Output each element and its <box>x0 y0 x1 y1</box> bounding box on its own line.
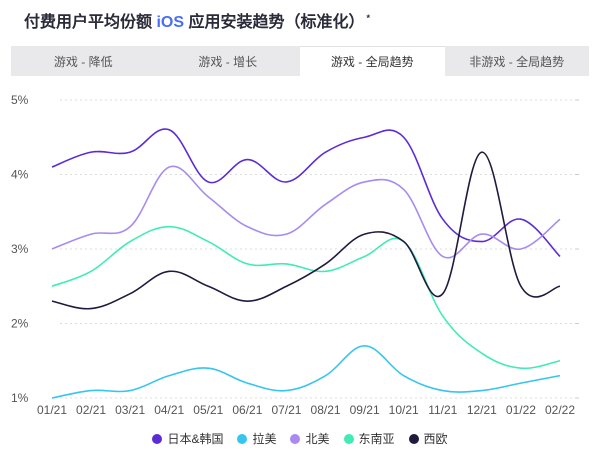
x-tick-label: 04/21 <box>154 403 184 417</box>
legend-label-japan-korea: 日本&韩国 <box>167 432 224 446</box>
series-line-western-europe <box>51 151 561 310</box>
y-tick-label: 4% <box>11 168 29 182</box>
x-tick-label: 11/21 <box>428 403 457 417</box>
legend-label-western-europe: 西欧 <box>423 432 448 446</box>
legend-dot-north-america <box>290 433 301 444</box>
legend-item-latam[interactable]: 拉美 <box>237 430 276 447</box>
title-highlight: iOS <box>156 14 185 31</box>
legend-dot-latam <box>237 433 248 444</box>
title-prefix: 付费用户平均份额 <box>24 14 153 31</box>
legend-dot-japan-korea <box>152 433 163 444</box>
y-tick-label: 3% <box>11 242 29 256</box>
x-tick-label: 01/22 <box>506 403 536 417</box>
x-tick-label: 01/21 <box>37 403 67 417</box>
legend-dot-southeast-asia <box>343 433 354 444</box>
tab-bar: 游戏 - 降低 游戏 - 增长 游戏 - 全局趋势 非游戏 - 全局趋势 <box>11 46 589 76</box>
series-line-north-america <box>51 165 561 259</box>
x-tick-label: 06/21 <box>232 403 262 417</box>
x-tick-label: 07/21 <box>271 403 301 417</box>
x-tick-label: 02/22 <box>545 403 575 417</box>
tab-nongames-global-trend[interactable]: 非游戏 - 全局趋势 <box>469 54 565 69</box>
legend-item-southeast-asia[interactable]: 东南亚 <box>343 430 395 447</box>
title-footnote-mark: * <box>366 12 371 23</box>
y-tick-label: 1% <box>11 391 29 405</box>
tab-games-decline[interactable]: 游戏 - 降低 <box>53 54 113 69</box>
legend-label-north-america: 北美 <box>305 432 330 446</box>
legend-label-southeast-asia: 东南亚 <box>358 432 395 446</box>
legend-item-north-america[interactable]: 北美 <box>290 430 330 447</box>
x-tick-label: 12/21 <box>467 403 497 417</box>
title-suffix: 应用安装趋势（标准化） <box>188 14 365 31</box>
x-tick-label: 03/21 <box>115 403 145 417</box>
chart-legend: 日本&韩国 拉美 北美 东南亚 西欧 <box>0 430 600 447</box>
x-tick-label: 02/21 <box>76 403 106 417</box>
series-line-southeast-asia <box>51 225 561 370</box>
page-title: 付费用户平均份额 iOS 应用安装趋势（标准化） * <box>24 8 370 32</box>
series-line-japan-korea <box>51 128 561 258</box>
y-tick-label: 5% <box>11 93 29 107</box>
x-tick-label: 08/21 <box>311 403 341 417</box>
x-tick-label: 09/21 <box>350 403 380 417</box>
legend-item-japan-korea[interactable]: 日本&韩国 <box>152 430 223 447</box>
x-tick-label: 05/21 <box>193 403 223 417</box>
legend-dot-western-europe <box>408 433 419 444</box>
y-tick-label: 2% <box>11 317 29 331</box>
tab-games-growth[interactable]: 游戏 - 增长 <box>198 54 258 69</box>
legend-item-western-europe[interactable]: 西欧 <box>408 430 448 447</box>
x-tick-label: 10/21 <box>389 403 419 417</box>
legend-label-latam: 拉美 <box>252 432 277 446</box>
tab-games-global-trend[interactable]: 游戏 - 全局趋势 <box>300 46 445 76</box>
series-line-latam <box>51 345 561 399</box>
